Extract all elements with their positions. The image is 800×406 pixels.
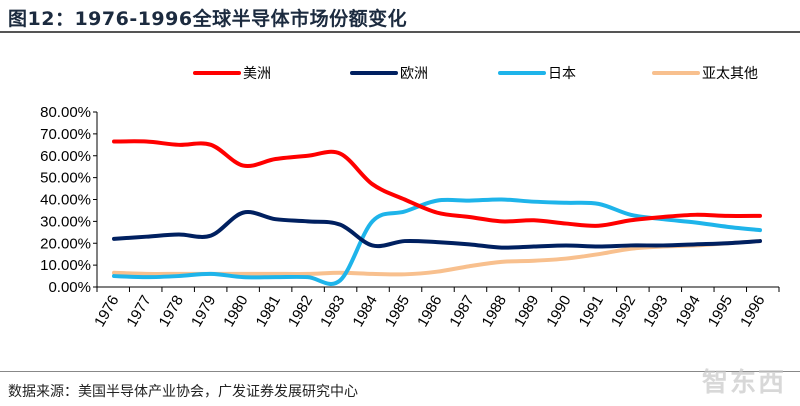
x-tick-label: 1981: [253, 293, 284, 330]
x-tick-label: 1976: [91, 293, 122, 330]
x-tick-label: 1993: [640, 293, 671, 330]
x-tick-label: 1989: [511, 293, 542, 330]
figure-title: 图12：1976-1996全球半导体市场份额变化: [8, 8, 408, 30]
legend-label: 亚太其他: [702, 66, 758, 82]
x-tick-label: 1985: [382, 293, 413, 330]
series-line-1: [112, 139, 762, 228]
x-tick-label: 1988: [479, 292, 510, 329]
line-chart: 0.00% 10.00% 20.00% 30.00% 40.00% 50.00% 60.00…: [40, 66, 780, 330]
x-tick-label: 1979: [188, 293, 219, 330]
title-divider: [0, 31, 800, 33]
x-tick-label: 1977: [123, 293, 154, 330]
x-tick-label: 1978: [156, 293, 187, 330]
x-tick-label: 1990: [543, 293, 574, 330]
x-tick-label: 1996: [737, 293, 768, 330]
source-divider: [0, 371, 800, 372]
x-tick-label: 1986: [414, 293, 445, 330]
source-note: 数据来源：美国半导体产业协会，广发证券发展研究中心: [8, 384, 358, 400]
y-tick-label: 30.00%: [40, 213, 91, 230]
y-tick-label: 50.00%: [40, 170, 91, 187]
y-tick-label: 60.00%: [40, 148, 91, 165]
watermark-logo: 智东西: [701, 368, 786, 398]
y-tick-label: 10.00%: [40, 257, 91, 274]
x-tick-label: 1983: [317, 293, 348, 330]
x-tick-label: 1992: [608, 293, 639, 330]
x-tick-label: 1991: [576, 293, 607, 330]
x-tick-label: 1995: [705, 293, 736, 330]
y-tick-label: 20.00%: [40, 235, 91, 252]
x-tick-label: 1984: [349, 293, 380, 330]
x-tick-label: 1982: [285, 293, 316, 330]
legend-label: 美洲: [243, 66, 271, 82]
legend-label: 欧洲: [400, 66, 428, 82]
x-tick-label: 1980: [220, 293, 251, 330]
y-tick-label: 40.00%: [40, 192, 91, 209]
legend-label: 日本: [548, 66, 576, 82]
series-line-2: [112, 210, 762, 250]
y-tick-label: 0.00%: [48, 279, 91, 296]
x-tick-label: 1994: [672, 293, 703, 330]
x-tick-label: 1987: [446, 293, 477, 330]
y-tick-label: 80.00%: [40, 104, 91, 121]
y-tick-label: 70.00%: [40, 126, 91, 143]
